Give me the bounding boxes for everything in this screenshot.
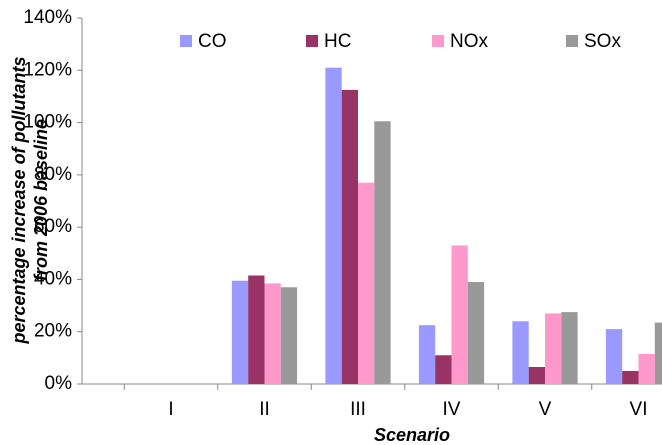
x-tick-label: II [259, 399, 270, 420]
y-tick-label: 80% [34, 164, 72, 185]
x-tick-label: IV [443, 399, 461, 420]
legend-label: CO [198, 31, 227, 52]
x-tick-label: III [350, 399, 366, 420]
bar [561, 312, 578, 384]
y-axis-title-line: from 2006 baseline [31, 119, 51, 281]
legend-swatch [432, 35, 444, 47]
y-tick-label: 60% [34, 216, 72, 237]
bar [654, 322, 662, 384]
legend-label: NOx [450, 31, 489, 52]
bar [512, 321, 529, 384]
bar [467, 282, 485, 384]
bar [231, 280, 249, 384]
legend-swatch [566, 35, 578, 47]
bar [280, 287, 298, 384]
bar [325, 67, 342, 385]
legend-swatch [306, 35, 318, 47]
bar [358, 182, 375, 384]
bar [605, 329, 623, 384]
x-axis-title: Scenario [374, 425, 450, 445]
y-tick-label: 40% [34, 268, 72, 289]
bar [264, 283, 281, 384]
y-tick-label: 0% [45, 373, 73, 394]
legend-label: HC [324, 31, 351, 52]
legend-swatch [180, 35, 192, 47]
bar [638, 353, 655, 384]
y-tick-label: 120% [23, 59, 72, 80]
x-tick-label: V [539, 399, 552, 420]
x-tick-label: VI [630, 399, 648, 420]
bar [374, 121, 391, 384]
y-axis-title: percentage increase of pollutants from 2… [9, 56, 51, 344]
legend-label: SOx [584, 31, 621, 52]
bar [248, 275, 265, 384]
bar [528, 367, 545, 384]
y-tick-label: 20% [34, 321, 72, 342]
y-tick-label: 140% [23, 7, 72, 28]
bar [418, 325, 436, 384]
y-axis-title-line: percentage increase of pollutants [9, 56, 29, 344]
bar [451, 245, 468, 384]
bar [341, 89, 358, 385]
x-tick-label: I [168, 399, 173, 420]
y-tick-label: 100% [23, 112, 72, 133]
bar [545, 313, 562, 384]
bar [435, 355, 452, 384]
bar [622, 370, 639, 384]
